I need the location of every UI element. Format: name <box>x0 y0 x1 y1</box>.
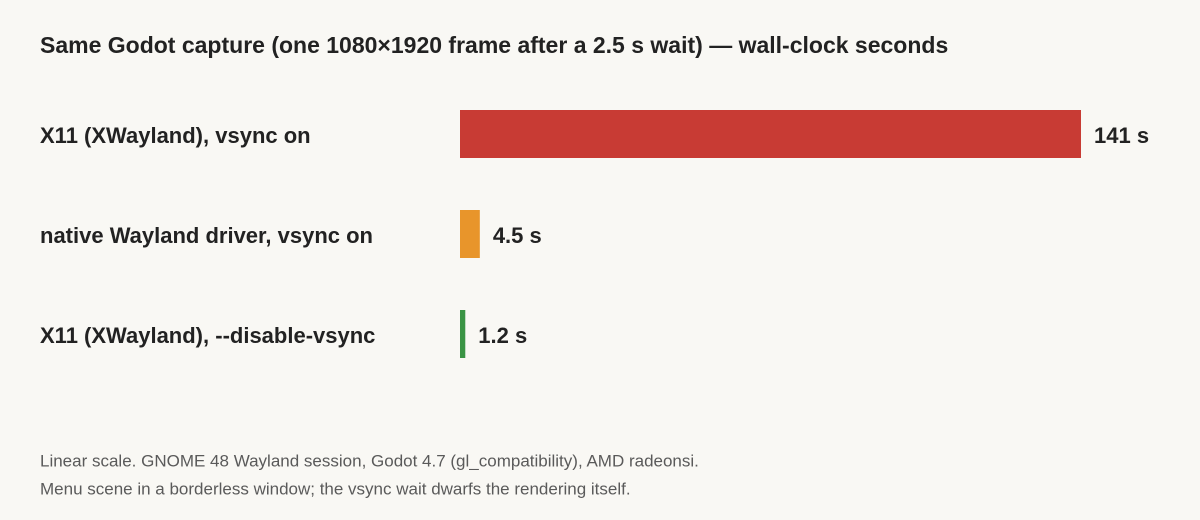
footnote: Linear scale. GNOME 48 Wayland session, … <box>40 451 699 470</box>
category-label: X11 (XWayland), vsync on <box>40 123 311 148</box>
bar <box>460 310 466 358</box>
footnote: Menu scene in a borderless window; the v… <box>40 479 631 498</box>
value-label: 4.5 s <box>493 223 542 248</box>
category-label: native Wayland driver, vsync on <box>40 223 373 248</box>
value-label: 1.2 s <box>478 323 527 348</box>
bar <box>460 210 480 258</box>
value-label: 141 s <box>1094 123 1149 148</box>
category-label: X11 (XWayland), --disable-vsync <box>40 323 375 348</box>
chart-title: Same Godot capture (one 1080×1920 frame … <box>40 32 948 58</box>
bar <box>460 110 1081 158</box>
